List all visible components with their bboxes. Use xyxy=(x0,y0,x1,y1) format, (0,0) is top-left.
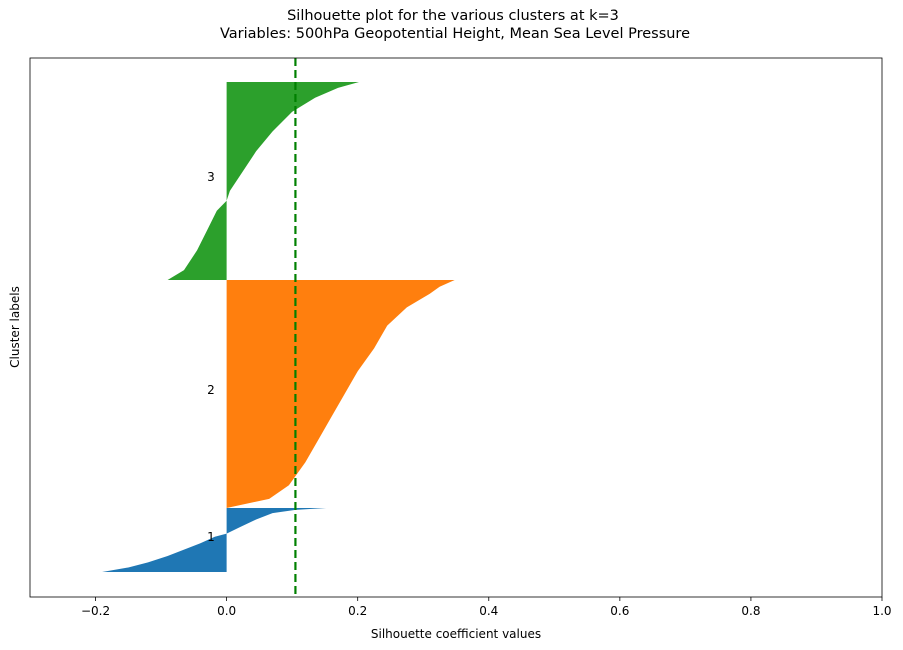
x-axis-label: Silhouette coefficient values xyxy=(371,627,541,641)
chart-title: Silhouette plot for the various clusters… xyxy=(287,8,619,24)
chart-subtitle: Variables: 500hPa Geopotential Height, M… xyxy=(220,26,690,42)
y-axis-label: Cluster labels xyxy=(8,286,22,368)
plot-area: 1 2 3 xyxy=(102,58,455,597)
x-tick-label: 1.0 xyxy=(872,604,891,618)
x-tick-label: 0.6 xyxy=(610,604,629,618)
x-tick-label: 0.2 xyxy=(348,604,367,618)
cluster-label-2: 2 xyxy=(207,383,215,397)
x-axis: −0.2 0.0 0.2 0.4 0.6 0.8 1.0 xyxy=(81,597,892,618)
cluster-label-1: 1 xyxy=(207,530,215,544)
plot-frame xyxy=(29,57,883,598)
x-tick-label: 0.0 xyxy=(217,604,236,618)
silhouette-cluster-3 xyxy=(167,82,359,280)
x-tick-label: −0.2 xyxy=(81,604,110,618)
silhouette-cluster-2 xyxy=(226,280,455,508)
x-tick-label: 0.8 xyxy=(741,604,760,618)
x-tick-label: 0.4 xyxy=(479,604,498,618)
silhouette-cluster-1 xyxy=(102,508,327,572)
cluster-label-3: 3 xyxy=(207,170,215,184)
